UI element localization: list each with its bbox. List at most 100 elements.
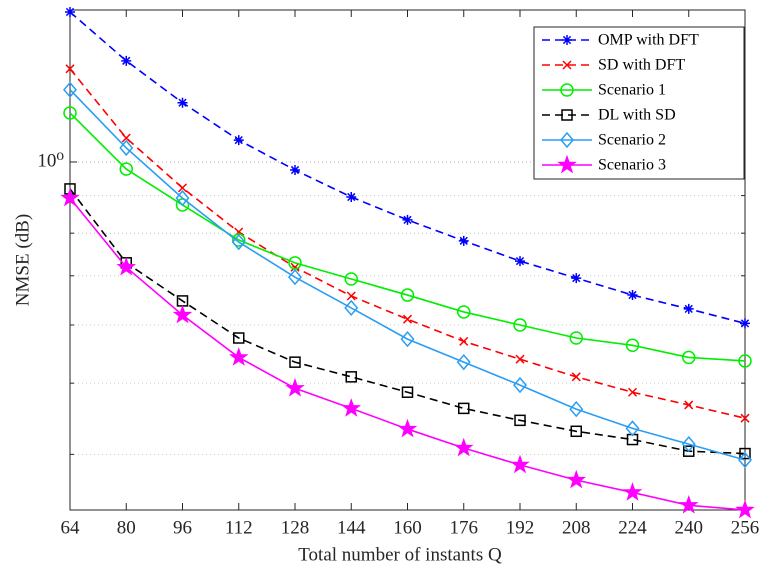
- marker: [625, 338, 640, 353]
- marker: [400, 330, 415, 348]
- marker: [683, 445, 695, 457]
- legend-label: Scenario 2: [598, 132, 666, 149]
- legend: OMP with DFT SD with DFT Scenario 1 DL with…: [533, 26, 745, 180]
- series: [65, 64, 750, 423]
- marker: [458, 235, 469, 246]
- marker: [63, 81, 77, 98]
- x-tick-label: 224: [618, 517, 647, 538]
- marker: [290, 165, 300, 176]
- x-tick-label: 112: [225, 517, 253, 538]
- series: [65, 6, 750, 329]
- marker: [346, 291, 356, 301]
- marker: [682, 350, 696, 365]
- marker: [341, 398, 362, 417]
- legend-marker: [561, 109, 573, 121]
- x-tick-label: 240: [675, 517, 704, 538]
- marker: [346, 192, 357, 203]
- marker: [402, 214, 413, 225]
- marker: [345, 371, 357, 383]
- marker: [569, 331, 583, 345]
- marker: [515, 354, 525, 364]
- marker: [288, 256, 302, 270]
- marker: [290, 262, 300, 272]
- marker: [121, 55, 132, 66]
- x-tick-label: 144: [337, 517, 366, 538]
- marker: [175, 189, 190, 207]
- legend-label: OMP with DFT: [598, 32, 699, 49]
- marker: [566, 469, 587, 489]
- marker: [233, 135, 244, 146]
- marker: [63, 106, 77, 120]
- marker: [571, 273, 582, 284]
- marker: [678, 495, 699, 514]
- marker: [740, 413, 750, 423]
- legend-marker: [560, 131, 574, 149]
- marker: [569, 400, 584, 418]
- legend-marker: [562, 35, 572, 45]
- marker: [513, 318, 527, 332]
- x-tick-label: 128: [281, 517, 310, 538]
- marker: [739, 447, 751, 460]
- marker: [570, 425, 582, 438]
- marker: [177, 183, 188, 193]
- series-line: [69, 89, 746, 461]
- marker: [119, 162, 133, 176]
- x-tick-label: 208: [562, 517, 591, 538]
- plot-frame: [69, 9, 746, 511]
- x-tick-label: 160: [393, 517, 422, 538]
- marker: [510, 454, 530, 474]
- marker: [738, 451, 752, 469]
- marker: [400, 288, 415, 302]
- marker: [456, 354, 471, 371]
- x-axis-label: Total number of instants Q: [298, 544, 502, 565]
- legend-marker: [562, 60, 572, 70]
- y-tick-label: 10⁰: [37, 150, 64, 171]
- legend-label: Scenario 3: [598, 157, 666, 174]
- legend-label: SD with DFT: [598, 57, 685, 74]
- marker: [459, 336, 469, 346]
- marker: [681, 436, 696, 453]
- marker: [513, 376, 527, 394]
- marker: [285, 378, 305, 397]
- legend-label: DL with SD: [598, 107, 676, 124]
- marker: [402, 314, 413, 324]
- marker: [683, 303, 694, 314]
- marker: [735, 499, 755, 519]
- marker: [627, 387, 638, 397]
- series-line: [69, 188, 746, 455]
- marker: [288, 269, 302, 286]
- marker: [458, 402, 470, 415]
- x-tick-label: 192: [506, 517, 535, 538]
- marker: [622, 482, 643, 501]
- marker: [177, 97, 188, 108]
- marker: [515, 256, 525, 267]
- marker: [228, 347, 249, 366]
- marker: [740, 318, 750, 329]
- series: [63, 81, 752, 469]
- x-tick-label: 80: [117, 517, 136, 538]
- marker: [684, 400, 694, 410]
- marker: [514, 414, 526, 427]
- marker: [65, 6, 75, 17]
- marker: [627, 290, 638, 301]
- marker: [401, 386, 414, 398]
- marker: [121, 133, 131, 143]
- marker: [119, 139, 134, 157]
- y-axis-label: NMSE (dB): [12, 214, 33, 306]
- marker: [344, 272, 358, 286]
- x-tick-label: 176: [450, 517, 479, 538]
- marker: [738, 354, 752, 368]
- legend-label: Scenario 1: [598, 82, 666, 99]
- marker: [231, 233, 246, 251]
- marker: [233, 332, 245, 344]
- marker: [344, 299, 359, 317]
- marker: [60, 187, 80, 207]
- legend-marker: [560, 83, 574, 97]
- marker: [625, 420, 640, 437]
- series: [60, 187, 755, 519]
- x-tick-label: 96: [173, 517, 192, 538]
- marker: [116, 256, 137, 276]
- x-tick-label: 256: [731, 517, 760, 538]
- marker: [289, 356, 301, 368]
- marker: [453, 437, 474, 457]
